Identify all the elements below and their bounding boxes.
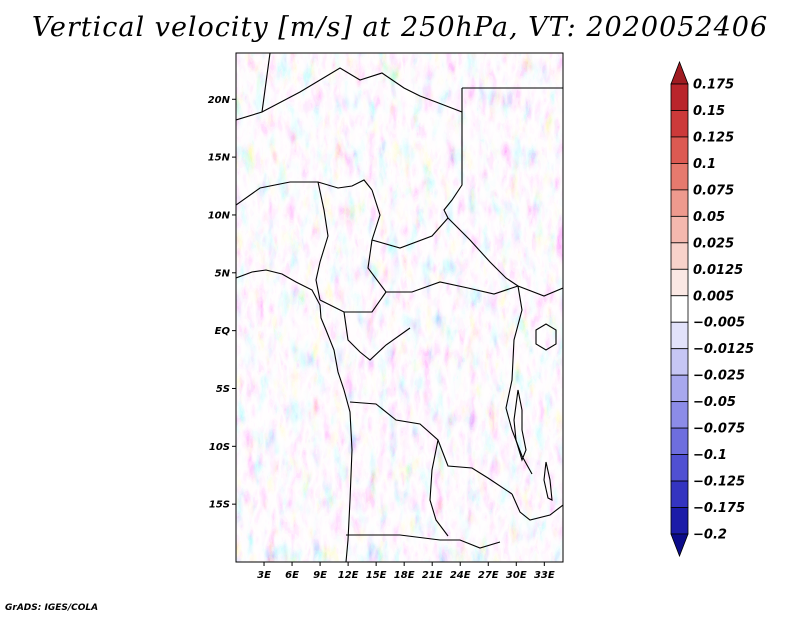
colorbar-swatch [670, 454, 689, 482]
colorbar-swatch [670, 374, 689, 403]
border-chad-car [371, 189, 449, 249]
colorbar-swatch [670, 480, 689, 508]
colorbar-swatch [670, 242, 689, 270]
colorbar-swatch [670, 401, 689, 429]
lon-tick-label: 21E [422, 570, 443, 581]
country-borders [236, 53, 563, 562]
colorbar-label: −0.0125 [693, 342, 754, 357]
border-nigeria-cameroon [315, 181, 329, 301]
border-congo [343, 311, 411, 361]
lon-tick-label: 3E [257, 570, 271, 581]
colorbar-top-arrow [670, 60, 689, 85]
lat-tick-label: 20N [208, 95, 231, 106]
colorbar-label: 0.075 [693, 183, 734, 198]
border-namibia [346, 534, 501, 549]
colorbar-label: −0.025 [693, 369, 745, 384]
colorbar-label: 0.1 [693, 157, 716, 172]
border-car-south [367, 239, 519, 295]
lat-tick-label: 5S [216, 384, 230, 395]
lon-tick-label: 30E [506, 570, 527, 581]
lon-tick-label: 9E [313, 570, 327, 581]
border-cameroon-gabon [319, 291, 387, 313]
vertical-velocity-field [236, 53, 563, 562]
lat-tick-label: 5N [215, 268, 231, 279]
colorbar-swatch [670, 83, 689, 111]
coastline-west [236, 269, 353, 562]
lat-tick-label: 10N [208, 210, 231, 221]
colorbar-swatch [670, 163, 689, 191]
lake-malawi [543, 461, 553, 501]
colorbar-swatch [670, 110, 689, 138]
colorbar-label: −0.2 [693, 528, 727, 543]
lat-tick-label: 10S [209, 442, 230, 453]
border-chad-sudan [443, 112, 463, 219]
colorbar-swatch [670, 295, 689, 323]
longitude-axis: 3E 6E 9E 12E 15E 18E 21E 24E 27E 30E 33E [257, 562, 555, 581]
colorbar: 0.175 0.15 0.125 0.1 0.075 0.05 0.025 0.0125 0.0… [670, 60, 754, 558]
colorbar-label: 0.05 [693, 210, 725, 225]
colorbar-swatch [670, 268, 689, 297]
lon-tick-label: 18E [394, 570, 415, 581]
colorbar-swatch [670, 348, 689, 376]
border-drc-east [505, 285, 533, 475]
border-niger-chad [236, 67, 463, 121]
colorbar-swatch [670, 215, 689, 244]
lat-tick-label: 15N [208, 153, 231, 164]
lon-tick-label: 24E [450, 570, 471, 581]
colorbar-swatch [670, 136, 689, 164]
lon-tick-label: 6E [285, 570, 299, 581]
colorbar-label: −0.125 [693, 475, 745, 490]
colorbar-label: −0.05 [693, 395, 736, 410]
lon-tick-label: 27E [478, 570, 499, 581]
colorbar-label: 0.0125 [693, 263, 743, 278]
lake-victoria [535, 323, 557, 351]
grads-credit: GrADS: IGES/COLA [5, 603, 99, 613]
colorbar-bottom-arrow [670, 533, 689, 558]
plot-frame [235, 52, 564, 563]
colorbar-label: −0.175 [693, 501, 745, 516]
border-nigeria-north [236, 179, 373, 206]
lat-tick-label: 15S [209, 500, 230, 511]
colorbar-swatch [670, 507, 689, 535]
colorbar-label: 0.005 [693, 289, 734, 304]
colorbar-swatch [670, 427, 689, 455]
lon-tick-label: 33E [534, 570, 555, 581]
colorbar-label: 0.025 [693, 236, 734, 251]
colorbar-label: 0.15 [693, 104, 725, 119]
colorbar-label: −0.005 [693, 316, 745, 331]
latitude-axis: 20N 15N 10N 5N EQ 5S 10S 15S [208, 95, 236, 511]
border-angola-zambia [429, 439, 449, 537]
map-title: Vertical velocity [m/s] at 250hPa, VT: 2… [31, 12, 769, 43]
border-algeria [261, 53, 271, 113]
lon-tick-label: 12E [338, 570, 359, 581]
border-sudan-east [447, 217, 563, 297]
lon-tick-label: 15E [366, 570, 387, 581]
colorbar-label: −0.1 [693, 448, 727, 463]
colorbar-label: 0.175 [693, 78, 734, 93]
colorbar-swatch [670, 321, 689, 350]
border-zambia-east [511, 493, 563, 521]
lat-tick-label: EQ [215, 326, 231, 337]
colorbar-swatch [670, 189, 689, 217]
colorbar-label: −0.075 [693, 422, 745, 437]
lake-tanganyika [513, 389, 527, 462]
border-libya-egypt [461, 87, 563, 112]
colorbar-label: 0.125 [693, 130, 734, 145]
